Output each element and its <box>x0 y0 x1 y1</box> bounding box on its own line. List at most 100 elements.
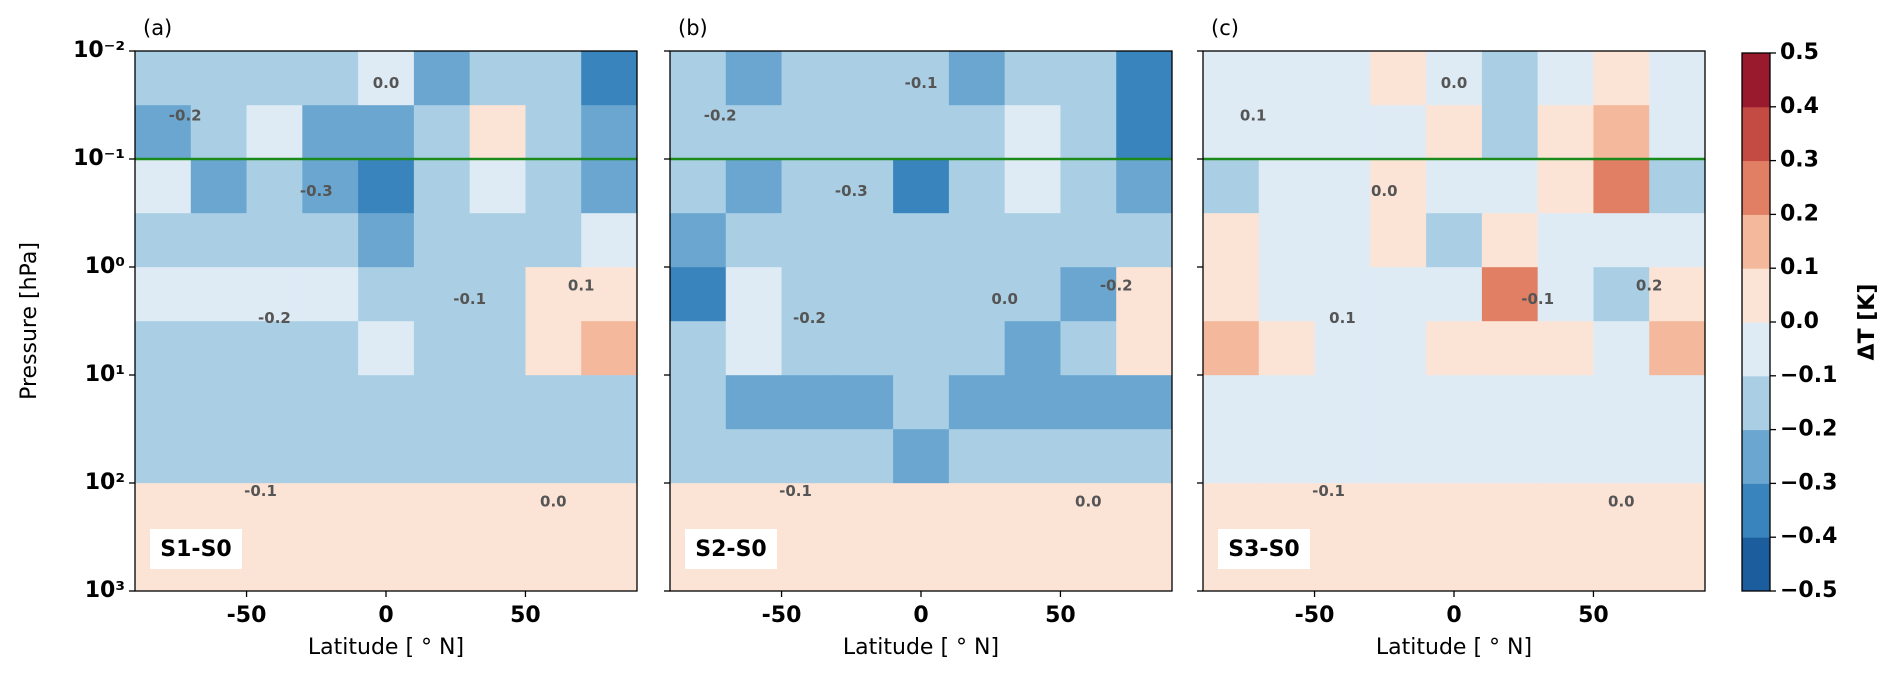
contour-cell <box>781 375 838 430</box>
contour-cell <box>581 375 638 430</box>
contour-cell <box>1537 375 1594 430</box>
contour-cell <box>1314 321 1371 376</box>
contour-cell <box>1116 159 1173 214</box>
contour-cell <box>525 429 582 484</box>
contour-label: -0.1 <box>453 290 486 308</box>
x-axis-label: Latitude [ ° N] <box>1376 635 1532 660</box>
contour-cell <box>1537 105 1594 160</box>
contour-cell <box>469 483 526 538</box>
contour-cell <box>1116 51 1173 106</box>
contour-cell <box>1203 321 1260 376</box>
contour-cell <box>1537 537 1594 592</box>
colorbar-band <box>1742 160 1770 215</box>
contour-cell <box>725 213 783 268</box>
contour-cell <box>1593 483 1650 538</box>
contour-cell <box>837 483 894 538</box>
contour-cell <box>581 537 638 592</box>
annotation-box <box>150 529 242 569</box>
contour-cell <box>1004 483 1061 538</box>
contour-cell <box>837 429 894 484</box>
contour-label: 0.0 <box>373 74 400 92</box>
contour-cell <box>581 267 638 322</box>
contour-cell <box>358 483 415 538</box>
contour-cell <box>1203 483 1260 538</box>
contour-cell <box>469 105 526 160</box>
contour-cell <box>1426 267 1483 322</box>
contour-cell <box>1537 51 1594 106</box>
contour-cell <box>670 429 727 484</box>
contour-cell <box>469 375 526 430</box>
contour-cell <box>1537 159 1594 214</box>
colorbar-tick-label: −0.5 <box>1780 578 1837 603</box>
contour-cell <box>358 105 415 160</box>
contour-cell <box>948 483 1006 538</box>
contour-cell <box>1481 483 1539 538</box>
contour-cell <box>1060 51 1117 106</box>
y-tick-label: 10⁰ <box>85 254 125 279</box>
contour-cell <box>1649 51 1706 106</box>
x-tick-label: 50 <box>510 603 541 628</box>
contour-cell <box>525 537 582 592</box>
contour-cell <box>246 537 303 592</box>
contour-cell <box>948 537 1006 592</box>
contour-cell <box>1426 213 1483 268</box>
contour-cell <box>781 537 838 592</box>
colorbar-label: ΔT [K] <box>1855 284 1880 361</box>
y-axis-label: Pressure [hPa] <box>17 242 42 400</box>
contour-cell <box>1004 105 1061 160</box>
colorbar-tick-label: 0.2 <box>1780 201 1819 226</box>
contour-cell <box>469 213 526 268</box>
x-axis-label: Latitude [ ° N] <box>843 635 999 660</box>
contour-cell <box>1203 159 1260 214</box>
contour-label: 0.0 <box>1075 493 1102 511</box>
colorbar-band <box>1742 429 1770 484</box>
contour-cell <box>1481 429 1539 484</box>
contour-cell <box>302 483 359 538</box>
annotation-box <box>1218 529 1310 569</box>
contour-cell <box>581 159 638 214</box>
contour-cell <box>1203 375 1260 430</box>
contour-cell <box>1203 105 1260 160</box>
contour-cell <box>1537 321 1594 376</box>
contour-cell <box>190 429 248 484</box>
contour-cell <box>525 483 582 538</box>
contour-cell <box>525 321 582 376</box>
contour-cell <box>1649 159 1706 214</box>
contour-cell <box>1537 213 1594 268</box>
contour-cell <box>1116 213 1173 268</box>
x-axis-label: Latitude [ ° N] <box>308 635 464 660</box>
contour-cell <box>302 321 359 376</box>
contour-cell <box>1593 537 1650 592</box>
contour-cell <box>1258 213 1316 268</box>
contour-cell <box>781 105 838 160</box>
panel-label: (a) <box>143 16 172 40</box>
contour-cell <box>1314 429 1371 484</box>
contour-cell <box>1314 537 1371 592</box>
contour-cell <box>469 51 526 106</box>
contour-cell <box>725 375 783 430</box>
contour-cell <box>246 213 303 268</box>
contour-cell <box>1004 159 1061 214</box>
contour-label: -0.1 <box>1312 482 1345 500</box>
contour-cell <box>1426 375 1483 430</box>
contour-cell <box>1004 537 1061 592</box>
contour-cell <box>135 213 192 268</box>
contour-cell <box>469 429 526 484</box>
contour-cell <box>1314 51 1371 106</box>
contour-label: -0.1 <box>244 482 277 500</box>
contour-cell <box>1649 321 1706 376</box>
contour-cell <box>469 267 526 322</box>
contour-cell <box>837 321 894 376</box>
contour-cell <box>1370 537 1427 592</box>
contour-cell <box>893 213 950 268</box>
contour-cell <box>135 321 192 376</box>
contour-cell <box>1004 429 1061 484</box>
contour-cell <box>302 51 359 106</box>
contour-cell <box>525 159 582 214</box>
contour-cell <box>1258 159 1316 214</box>
y-tick-label: 10⁻² <box>73 38 125 63</box>
contour-cell <box>135 105 192 160</box>
contour-cell <box>837 537 894 592</box>
contour-cell <box>469 537 526 592</box>
contour-cell <box>358 213 415 268</box>
